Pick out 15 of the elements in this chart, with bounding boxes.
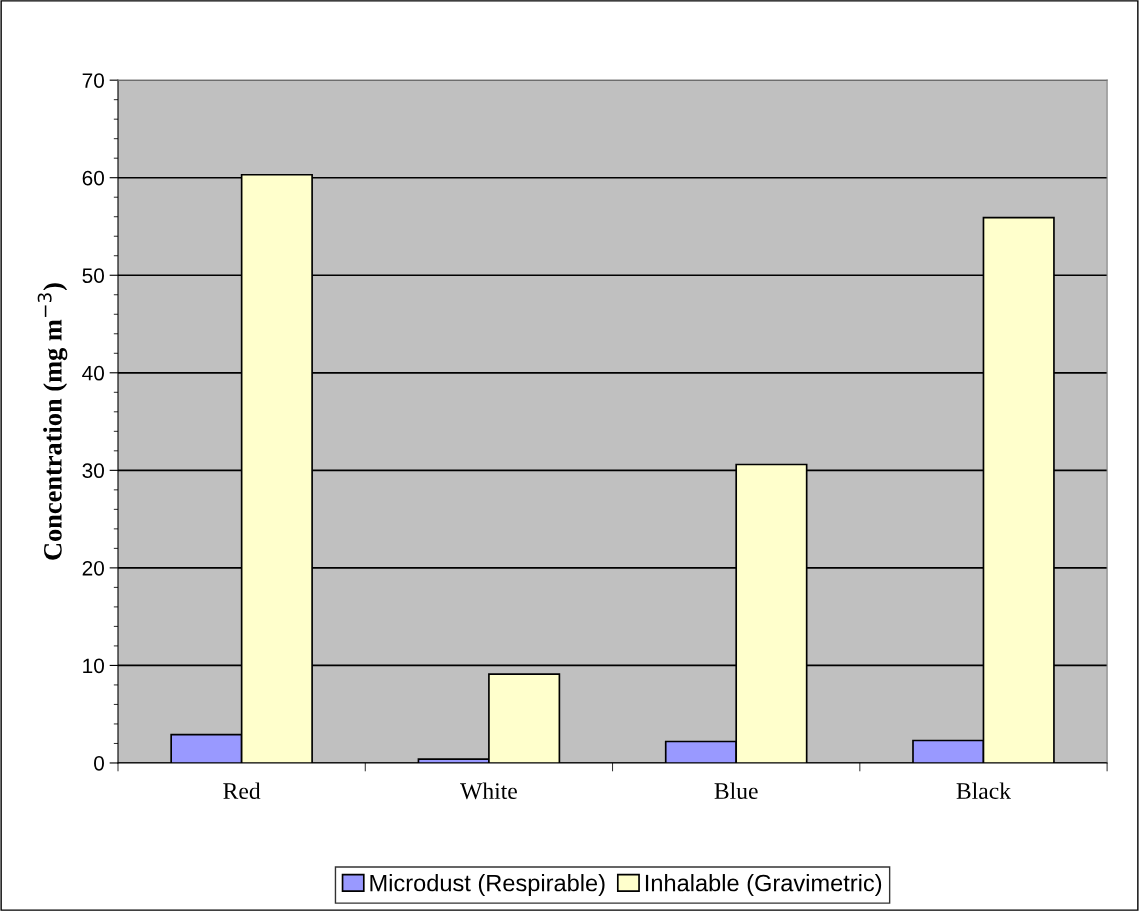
y-tick-label: 30 — [82, 463, 104, 479]
y-axis-title: Concentration (mg m$^{−3}$) — [37, 283, 68, 560]
y-tick-label: 20 — [82, 560, 104, 576]
x-tick-label: White — [460, 782, 517, 800]
x-tick-label: Blue — [714, 782, 758, 800]
x-tick-label: Red — [223, 782, 261, 800]
y-tick-label: 60 — [82, 170, 104, 186]
y-tick-label: 40 — [82, 365, 104, 381]
legend-label: Microdust (Respirable) — [370, 874, 605, 897]
y-tick-label: 50 — [82, 268, 104, 284]
y-tick-label: 10 — [83, 658, 104, 674]
y-tick-label: 70 — [82, 73, 104, 88]
y-tick-label: 0 — [94, 755, 104, 771]
legend-label: Inhalable (Gravimetric) — [645, 874, 882, 897]
x-tick-label: Black — [956, 782, 1011, 800]
